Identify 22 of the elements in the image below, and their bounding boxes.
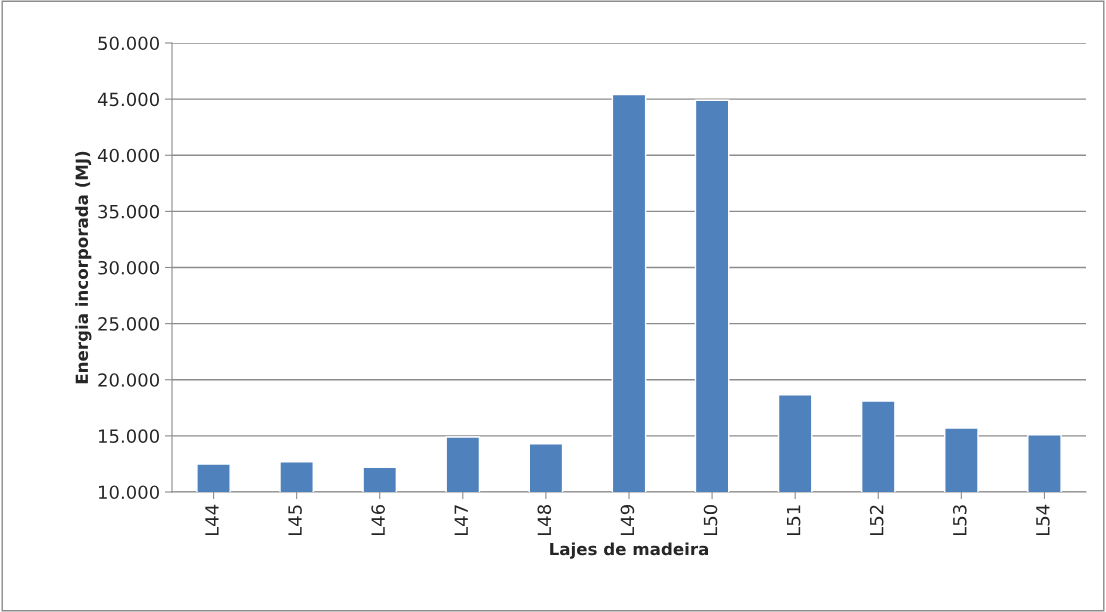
x-tick-label: L45 bbox=[288, 505, 302, 536]
y-axis-title: Energia incorporada (MJ) bbox=[75, 151, 92, 384]
y-tick-label: 40.000 bbox=[97, 148, 159, 163]
x-tick-label: L48 bbox=[537, 505, 552, 536]
x-tick-label: L44 bbox=[205, 504, 219, 536]
x-tick-label: L51 bbox=[787, 505, 801, 536]
y-tick-label: 30.000 bbox=[98, 260, 159, 275]
x-tick-label: L50 bbox=[703, 505, 718, 536]
x-tick-label: L54 bbox=[1036, 504, 1050, 536]
x-tick-label: L46 bbox=[371, 504, 385, 536]
x-tick-label: L53 bbox=[952, 505, 967, 536]
y-tick-label: 25.000 bbox=[98, 317, 159, 331]
y-tick-label: 35.000 bbox=[98, 204, 159, 219]
y-tick-label: 20.000 bbox=[98, 373, 159, 387]
y-tick-label: 10.000 bbox=[99, 485, 159, 500]
y-tick-label: 50.000 bbox=[98, 36, 159, 51]
x-tick-label: L52 bbox=[869, 505, 884, 536]
y-tick-label: 15.000 bbox=[99, 429, 159, 443]
x-axis-title: Lajes de madeira bbox=[550, 542, 709, 559]
x-tick-label: L47 bbox=[454, 505, 468, 536]
x-tick-label: L49 bbox=[620, 505, 635, 536]
y-tick-label: 45.000 bbox=[97, 92, 159, 107]
